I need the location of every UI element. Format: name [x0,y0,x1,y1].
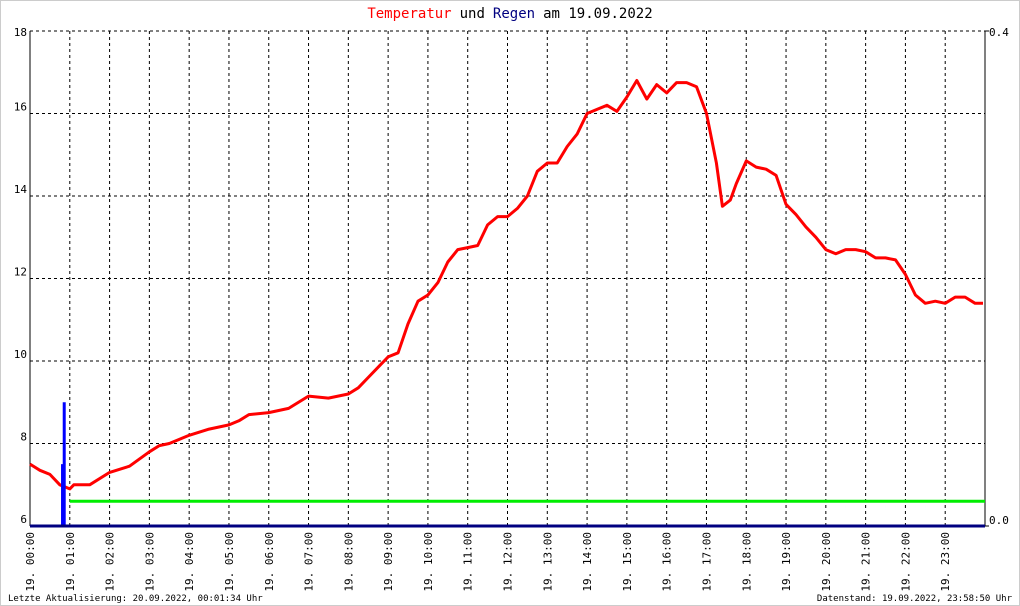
y-tick-label: 6 [20,513,27,526]
x-tick-label: 19. 22:00 [899,532,912,592]
y-tick-label: 16 [14,101,27,114]
x-tick-label: 19. 21:00 [860,532,873,592]
y-tick-label: 12 [14,266,27,279]
x-tick-label: 19. 17:00 [700,532,713,592]
x-tick-label: 19. 00:00 [24,532,37,592]
footer-left: Letzte Aktualisierung: 20.09.2022, 00:01… [8,594,263,604]
x-tick-label: 19. 10:00 [422,532,435,592]
x-tick-label: 19. 12:00 [502,532,515,592]
title-part: Regen [493,6,535,22]
y2-tick-label: 0.0 [989,514,1009,527]
x-tick-label: 19. 07:00 [303,532,316,592]
x-tick-label: 19. 20:00 [820,532,833,592]
x-tick-label: 19. 19:00 [780,532,793,592]
x-tick-label: 19. 06:00 [263,532,276,592]
x-tick-label: 19. 04:00 [183,532,196,592]
title-part: am 19.09.2022 [543,6,653,22]
chart-title: Temperatur und Regen am 19.09.2022 [367,6,652,22]
x-tick-label: 19. 09:00 [382,532,395,592]
x-tick-label: 19. 14:00 [581,532,594,592]
y-tick-label: 14 [14,183,28,196]
y-tick-label: 8 [20,431,27,444]
x-tick-label: 19. 05:00 [223,532,236,592]
x-tick-label: 19. 11:00 [462,532,475,592]
x-tick-label: 19. 23:00 [939,532,952,592]
x-tick-label: 19. 13:00 [541,532,554,592]
x-tick-label: 19. 16:00 [661,532,674,592]
x-tick-label: 19. 02:00 [104,532,117,592]
x-tick-label: 19. 08:00 [342,532,355,592]
x-tick-label: 19. 15:00 [621,532,634,592]
title-part: und [460,6,485,22]
y-tick-label: 10 [14,348,27,361]
x-tick-label: 19. 18:00 [740,532,753,592]
footer-right: Datenstand: 19.09.2022, 23:58:50 Uhr [817,594,1013,604]
x-tick-label: 19. 01:00 [64,532,77,592]
y-tick-label: 18 [14,26,27,39]
series-line [29,79,983,491]
x-tick-label: 19. 03:00 [143,532,156,592]
y2-tick-label: 0.4 [989,26,1009,39]
title-part: Temperatur [367,6,451,22]
